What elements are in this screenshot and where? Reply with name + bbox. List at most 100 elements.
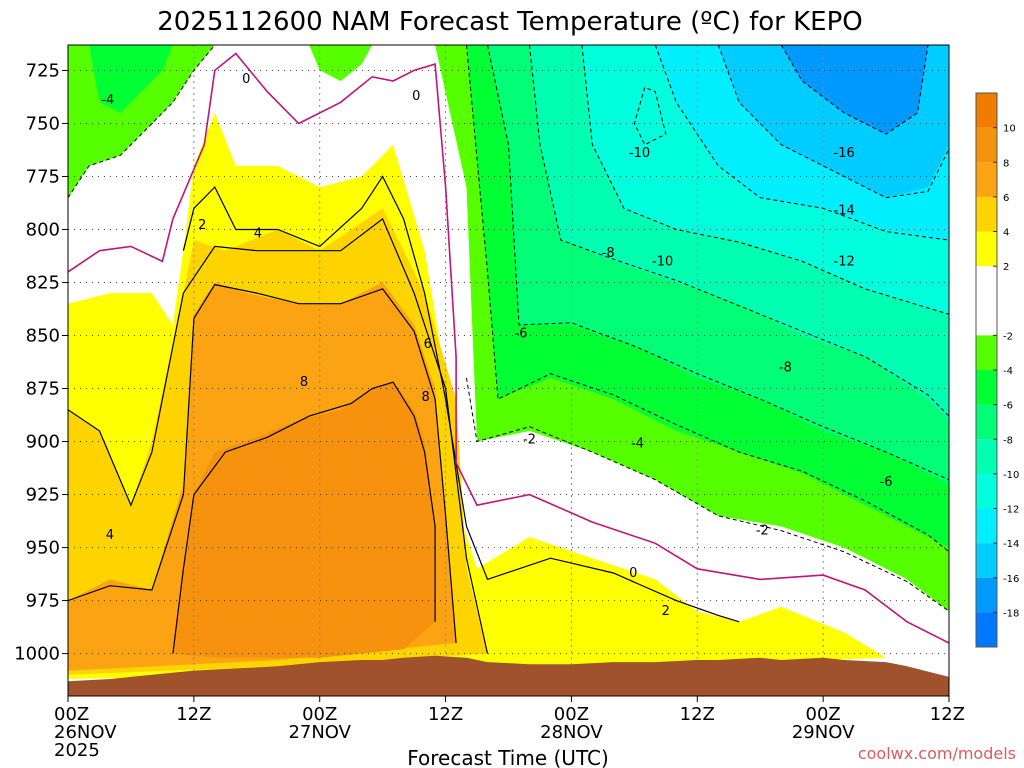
x-tick-label-2: 00Z (302, 704, 337, 725)
x-tick-date-0: 26NOV (54, 722, 117, 743)
contour-label-4: 6 (424, 337, 432, 352)
y-tick-label-725: 725 (26, 60, 60, 81)
temp-region-4 (89, 45, 173, 113)
y-axis: 725 750 775 800 825 850 875 900 925 950 975 1000 (14, 60, 68, 665)
contour--10-9 (581, 45, 949, 315)
contour-label-22: 2 (662, 604, 670, 619)
contour-label-12: -8 (602, 246, 615, 261)
x-tick-label-1: 12Z (176, 704, 211, 725)
y-tick-label-750: 750 (26, 113, 60, 134)
colorbar-bin-4 (976, 231, 997, 267)
x-tick-date-6: 29NOV (792, 722, 855, 743)
contour--4-6 (466, 45, 949, 553)
x-axis-label: Forecast Time (UTC) (407, 746, 609, 768)
x-tick-label-0: 00Z (54, 704, 89, 725)
x-tick-label-3: 12Z (428, 704, 463, 725)
colorbar-bin-1 (976, 127, 997, 163)
contour--8-8 (529, 45, 949, 417)
y-tick-label-800: 800 (26, 219, 60, 240)
contour--4-13 (68, 45, 216, 198)
contour-label-21: 0 (629, 566, 637, 581)
colorbar-tick-10: -12 (1003, 505, 1019, 516)
colorbar-tick-4: 2 (1003, 262, 1009, 273)
terrain-surface (68, 655, 949, 696)
colorbar-tick-0: 10 (1003, 124, 1016, 135)
contour-2-0 (182, 175, 740, 623)
contour--10-14 (633, 86, 667, 146)
colorbar-tick-2: 6 (1003, 193, 1009, 204)
contour-label-15: -6 (515, 326, 528, 341)
contour-label-2: 2 (198, 218, 206, 233)
colorbar-bin-0 (976, 93, 997, 128)
x-tick-label-6: 00Z (806, 704, 841, 725)
contour--2-5 (466, 377, 949, 612)
x-tick-label-5: 12Z (680, 704, 715, 725)
y-tick-label-900: 900 (26, 432, 60, 453)
contour-8-3 (172, 381, 436, 654)
colorbar-bin-6 (976, 335, 997, 370)
temperature-fill-regions (68, 45, 949, 696)
colorbar-tick-7: -6 (1003, 401, 1013, 412)
contour-label-7: 4 (106, 528, 114, 543)
contour-labels: 0 0 2 4 6 8 8 4 -4 -10 -16 -14 -8 -10 -12 -6 -8 -2 -4 -6 -2 0… (101, 72, 892, 619)
site-credit[interactable]: coolwx.com/models (858, 744, 1016, 763)
temperature-contours (68, 45, 949, 654)
x-tick-date-2: 27NOV (288, 722, 351, 743)
y-tick-label-850: 850 (26, 326, 60, 347)
contour-label-5: 8 (300, 375, 308, 390)
colorbar-bin-14 (976, 612, 997, 647)
colorbar-bin-2 (976, 162, 997, 197)
y-tick-label-1000: 1000 (14, 644, 60, 665)
colorbar-tick-12: -16 (1003, 574, 1019, 585)
contour-label-9: -10 (629, 146, 650, 161)
contour-label-19: -6 (880, 475, 893, 490)
colorbar-tick-6: -4 (1003, 366, 1013, 377)
colorbar-tick-3: 4 (1003, 228, 1009, 239)
temp-region-15 (172, 382, 436, 658)
y-tick-label-775: 775 (26, 166, 60, 187)
contour-label-16: -8 (779, 360, 792, 375)
y-tick-label-825: 825 (26, 272, 60, 293)
contour-label-0: 0 (242, 72, 250, 87)
y-tick-label-925: 925 (26, 485, 60, 506)
contour-6-2 (68, 283, 457, 644)
contour-label-14: -12 (834, 254, 855, 269)
x-tick-label-7: 12Z (930, 704, 965, 725)
colorbar-bin-11 (976, 508, 997, 544)
contour-label-18: -4 (631, 437, 644, 452)
contour--12-10 (654, 45, 949, 241)
colorbar-tick-9: -10 (1003, 470, 1019, 481)
colorbar-bin-10 (976, 473, 997, 509)
colorbar-bin-3 (976, 196, 997, 232)
contour-label-20: -2 (756, 524, 769, 539)
colorbar-tick-1: 8 (1003, 158, 1009, 169)
contour-label-10: -16 (834, 146, 855, 161)
colorbar-tick-8: -8 (1003, 435, 1013, 446)
x-tick-year-0: 2025 (54, 740, 100, 761)
colorbar-bin-5 (976, 266, 997, 336)
y-tick-label-875: 875 (26, 379, 60, 400)
contour--6-7 (487, 45, 949, 481)
x-tick-label-4: 00Z (554, 704, 589, 725)
chart-title: 2025112600 NAM Forecast Temperature (ºC)… (157, 7, 862, 37)
colorbar-bin-9 (976, 439, 997, 474)
y-tick-label-975: 975 (26, 591, 60, 612)
colorbar-tick-13: -18 (1003, 608, 1019, 619)
colorbar-bin-8 (976, 404, 997, 440)
contour-4-1 (68, 217, 489, 654)
contour-label-6: 8 (422, 390, 430, 405)
contour-label-3: 4 (254, 227, 262, 242)
colorbar-bin-13 (976, 577, 997, 613)
contour-label-11: -14 (834, 203, 855, 218)
contour-label-13: -10 (652, 254, 673, 269)
colorbar-bin-7 (976, 370, 997, 405)
contour-label-17: -2 (523, 432, 536, 447)
temp-region-2 (309, 45, 373, 81)
contour-label-8: -4 (101, 93, 114, 108)
terrain-polygon (68, 655, 949, 696)
colorbar-tick-5: -2 (1003, 331, 1013, 342)
contour-label-1: 0 (412, 89, 420, 104)
contour-0-4 (68, 52, 949, 644)
